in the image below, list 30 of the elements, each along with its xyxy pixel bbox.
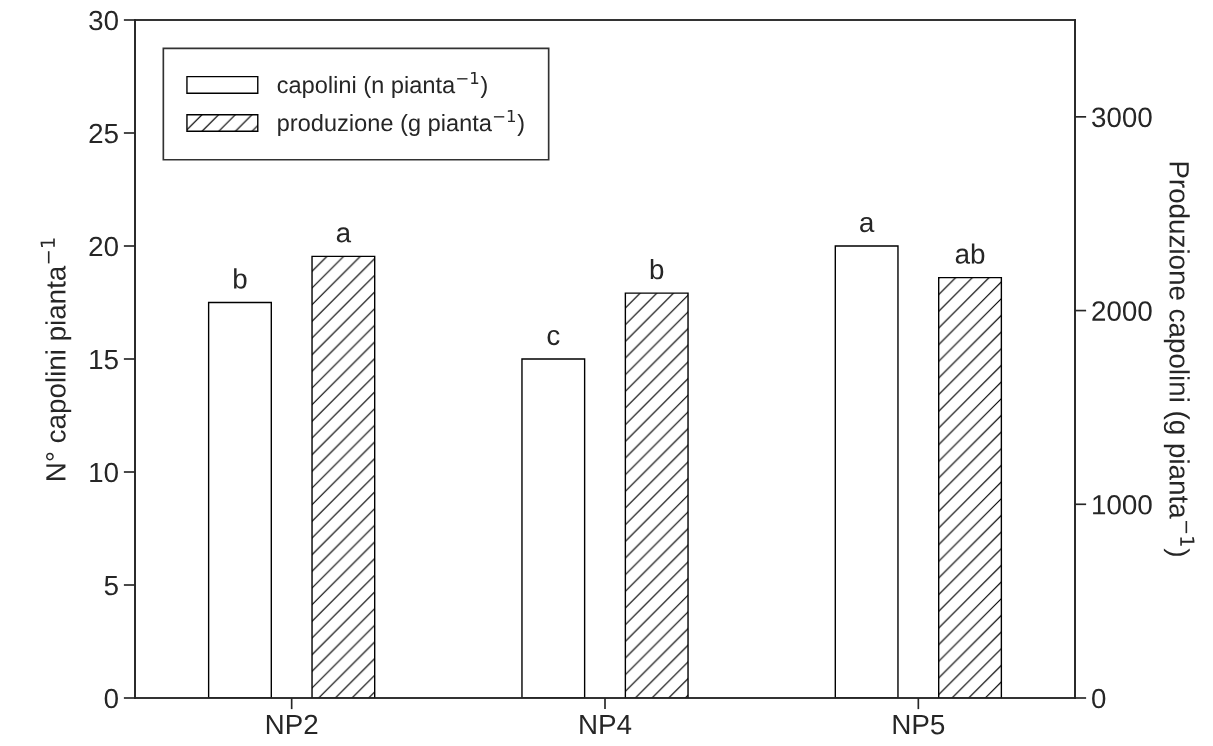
y2-tick-label: 3000 [1092,107,1152,128]
bar [938,276,1003,698]
y-tick-label: 0 [104,688,118,709]
bar [624,292,689,698]
bar [521,358,586,698]
data-label: b [650,258,664,280]
data-label: b [234,268,247,289]
y2-tick-label: 1000 [1093,494,1152,515]
data-label: ab [955,243,985,264]
x-tick-label: NP5 [893,714,945,735]
legend-label: capolini (n pianta$^{−1}$) [277,71,487,98]
y2-axis-title: Produzione capolini (g pianta$^{−1}$) [1163,162,1195,556]
bar [834,245,899,698]
data-label: a [860,216,875,233]
data-label: c [547,329,560,346]
y2-tick-label: 2000 [1092,301,1152,321]
y-tick-label: 5 [104,575,118,596]
y-tick-label: 15 [90,349,118,370]
bar [311,255,376,698]
y-tick-label: 25 [89,123,118,144]
y-tick-label: 10 [90,462,118,483]
y-tick-label: 30 [89,10,118,31]
legend-label: produzione (g pianta$^{−1}$) [278,109,524,136]
x-tick-label: NP4 [580,714,632,735]
y-axis-title: N° capolini pianta$^{−1}$ [40,238,72,480]
y-tick-label: 20 [89,236,118,257]
data-label: a [336,227,352,243]
y2-tick-label: 0 [1092,688,1106,709]
bar [207,301,272,698]
x-tick-label: NP2 [266,714,318,735]
